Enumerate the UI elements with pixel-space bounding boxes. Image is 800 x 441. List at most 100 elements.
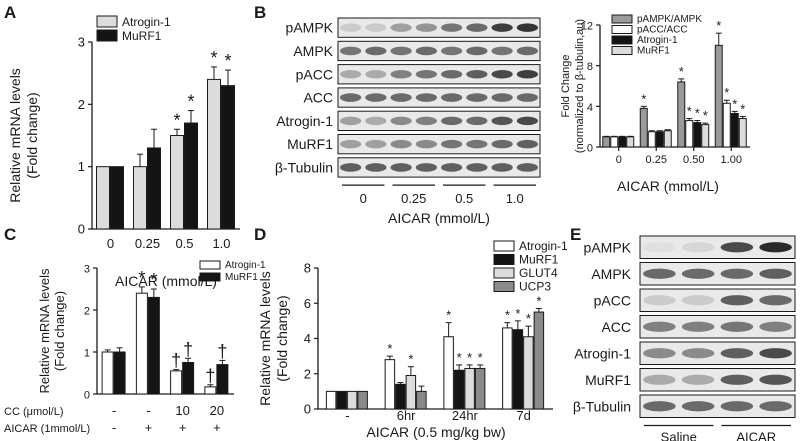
blot-band [516, 93, 538, 102]
blot-band [365, 163, 387, 172]
blot-band [720, 374, 754, 385]
significance-mark: † [171, 351, 181, 371]
bar [357, 390, 368, 410]
x-tick-label: 7d [516, 408, 530, 423]
blot-band [466, 46, 488, 56]
significance-mark: * [505, 308, 510, 323]
blot-band [365, 69, 387, 79]
condition-label: CC (μmol/L) [4, 406, 64, 418]
blot-strip [337, 134, 541, 155]
blot-strip [639, 394, 796, 418]
blot-band [415, 93, 437, 102]
legend-label: Atrogin-1 [122, 15, 171, 29]
condition-value: + [213, 420, 221, 435]
blot-band [365, 46, 387, 56]
x-tick-label: 6hr [397, 408, 416, 423]
y-tick-label: 12 [581, 21, 593, 33]
legend-swatch [96, 29, 118, 42]
condition-value: - [146, 403, 150, 418]
y-tick-label: 0 [304, 402, 311, 417]
blot-band [340, 116, 362, 126]
blot-band [491, 163, 513, 172]
bar [346, 390, 358, 410]
legend-swatch [96, 15, 118, 28]
panel-letter-b: B [254, 3, 266, 22]
condition-value: + [145, 420, 153, 435]
blot-band [415, 23, 437, 32]
y-tick-label: 8 [304, 261, 311, 276]
blot-band [643, 242, 676, 253]
bar [96, 166, 110, 230]
blot-band [441, 163, 463, 172]
bar [685, 120, 694, 148]
blot-band [466, 139, 488, 149]
blot-band [466, 69, 488, 79]
significance-mark: * [740, 102, 745, 117]
blot-band [340, 69, 362, 79]
chart-d: 0 2 4 6 8 Relative mRNA levels (Fold change) - *… [257, 239, 568, 440]
x-tick-label: 0 [616, 154, 622, 166]
bar [135, 292, 148, 395]
blot-band [466, 163, 488, 172]
blot-row-label: AMPK [591, 266, 631, 282]
blot-band [441, 139, 463, 149]
legend-swatch [493, 281, 515, 292]
significance-mark: † [183, 339, 193, 359]
y-axis-label: Relative mRNA levels [7, 68, 23, 203]
blot-band [681, 295, 715, 306]
blot-band [759, 374, 792, 385]
blot-x-label: AICAR (mmol/L) [388, 210, 490, 226]
bar [405, 375, 417, 410]
y-tick-label: 1 [84, 348, 90, 360]
lane-group-label: 0.5 [455, 191, 473, 206]
significance-mark: * [716, 18, 721, 33]
bar [618, 136, 627, 148]
bar [655, 131, 664, 148]
significance-mark: * [224, 51, 231, 71]
bar [464, 367, 475, 410]
y-tick-label: 3 [78, 35, 85, 50]
condition-value: + [179, 420, 187, 435]
legend-swatch [611, 46, 633, 55]
blot-band [643, 374, 676, 385]
blot-band [759, 321, 792, 332]
significance-mark: * [724, 85, 729, 100]
blot-band [466, 23, 488, 32]
bar [170, 370, 183, 395]
blot-e: pAMPK AMPK pACC ACC Atrogin-1 MuRF1 β-Tubulin S… [573, 235, 796, 441]
blot-band [759, 242, 792, 253]
y-tick-label: 1 [78, 159, 85, 174]
blot-band [340, 139, 362, 149]
blot-band [720, 348, 754, 359]
panel-letter-c: C [4, 225, 16, 244]
significance-mark: * [536, 294, 541, 309]
blot-row-label: pAMPK [286, 20, 334, 36]
y-axis-label: Relative mRNA levels [257, 271, 273, 406]
blot-band [340, 163, 362, 172]
blot-band [441, 46, 463, 56]
blot-row-label: pACC [296, 66, 333, 82]
blot-band [441, 93, 463, 102]
y-tick-label: 6 [304, 296, 311, 311]
blot-band [720, 295, 754, 306]
bar [182, 362, 195, 395]
legend-label: Atrogin-1 [225, 260, 266, 271]
blot-strip [639, 235, 796, 259]
bar [730, 112, 739, 148]
bar [677, 81, 686, 148]
legend-swatch [493, 240, 515, 252]
blot-band [516, 116, 538, 126]
blot-row-label: Atrogin-1 [276, 113, 333, 129]
blot-band [759, 268, 792, 279]
significance-mark: * [210, 48, 217, 68]
y-tick-label: 0 [587, 143, 593, 155]
blot-band [759, 401, 792, 412]
legend-swatch [611, 25, 633, 34]
bar [221, 85, 235, 230]
blot-row-label: Atrogin-1 [574, 345, 631, 361]
legend-swatch [199, 272, 221, 282]
legend-label: pACC/ACC [637, 25, 688, 36]
significance-mark: * [387, 341, 392, 356]
blot-row-label: β-Tubulin [573, 398, 631, 414]
blot-band [681, 321, 715, 332]
